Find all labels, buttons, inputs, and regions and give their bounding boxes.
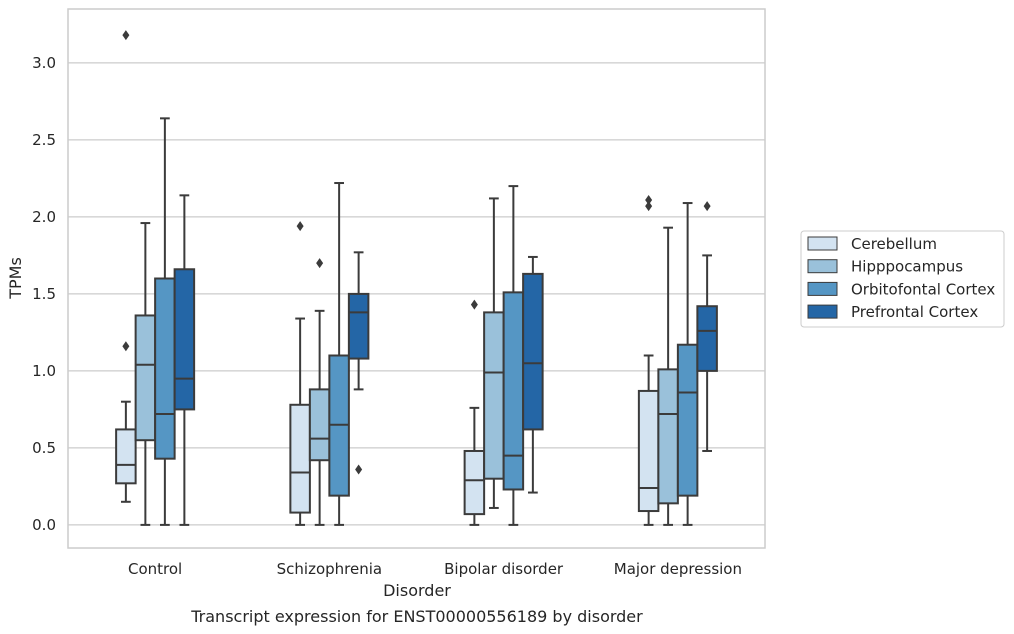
outlier-point <box>645 201 653 212</box>
box-group <box>328 182 350 526</box>
legend-frame <box>800 230 1005 328</box>
y-tick-label: 1.0 <box>32 362 56 380</box>
x-tick-label: Bipolar disorder <box>444 560 564 578</box>
box-group <box>522 255 544 494</box>
box <box>134 314 157 442</box>
y-tick-label: 0.5 <box>32 439 56 457</box>
y-tick-label: 2.5 <box>32 131 56 149</box>
box <box>657 368 679 505</box>
plot-frame <box>67 8 766 549</box>
x-tick-label: Schizophrenia <box>277 560 382 578</box>
box <box>173 268 196 411</box>
box-group <box>115 30 137 503</box>
y-tick-label: 1.5 <box>32 285 56 303</box>
outlier-point <box>316 258 324 269</box>
legend-label: Hipppocampus <box>851 258 963 276</box>
box <box>463 449 486 516</box>
legend: Cerebellum Hipppocampus Orbitofontal Corte… <box>800 230 1005 328</box>
outlier-point <box>122 341 130 352</box>
box-group <box>308 258 331 526</box>
y-tick-label: 2.0 <box>32 208 56 226</box>
box-group <box>347 251 370 475</box>
legend-label: Prefrontal Cortex <box>851 303 978 321</box>
box-group <box>676 202 699 526</box>
outlier-point <box>703 201 711 212</box>
legend-swatch <box>807 281 838 296</box>
box-group <box>289 221 311 526</box>
box <box>154 277 176 460</box>
legend-swatch <box>807 304 838 319</box>
box-group <box>502 185 525 526</box>
y-tick-labels: 0.0 0.5 1.0 1.5 2.0 2.5 3.0 <box>32 54 56 534</box>
legend-swatch <box>807 259 838 274</box>
box-group <box>134 222 157 526</box>
x-axis-label: Disorder <box>383 581 451 600</box>
box <box>502 291 525 491</box>
legend-label: Orbitofontal Cortex <box>851 280 995 298</box>
y-tick-label: 3.0 <box>32 54 56 72</box>
box <box>115 428 137 485</box>
y-tick-label: 0.0 <box>32 516 56 534</box>
outlier-point <box>470 299 478 310</box>
y-axis-label: TPMs <box>6 257 25 300</box>
box <box>308 388 331 462</box>
x-tick-label: Control <box>128 560 182 578</box>
box <box>289 403 311 514</box>
x-tick-label: Major depression <box>614 560 742 578</box>
x-tick-labels: Control Schizophrenia Bipolar disorder Majo… <box>128 560 742 578</box>
box-group <box>463 299 486 526</box>
outlier-point <box>296 221 304 232</box>
figure-caption: Transcript expression for ENST0000055618… <box>190 607 643 626</box>
box <box>483 311 505 480</box>
legend-label: Cerebellum <box>851 235 937 253</box>
box <box>347 292 370 360</box>
box <box>696 305 718 372</box>
legend-swatch <box>807 236 838 251</box>
box-group <box>637 194 660 526</box>
box <box>522 272 544 431</box>
box-group <box>696 201 718 452</box>
box-group <box>173 194 196 526</box>
box-group <box>483 197 505 509</box>
box-group <box>154 117 176 526</box>
box-group <box>657 226 679 526</box>
outlier-point <box>122 30 130 41</box>
outlier-point <box>645 194 653 205</box>
box <box>676 343 699 497</box>
boxes <box>115 30 718 526</box>
box <box>637 389 660 513</box>
outlier-point <box>355 464 363 475</box>
